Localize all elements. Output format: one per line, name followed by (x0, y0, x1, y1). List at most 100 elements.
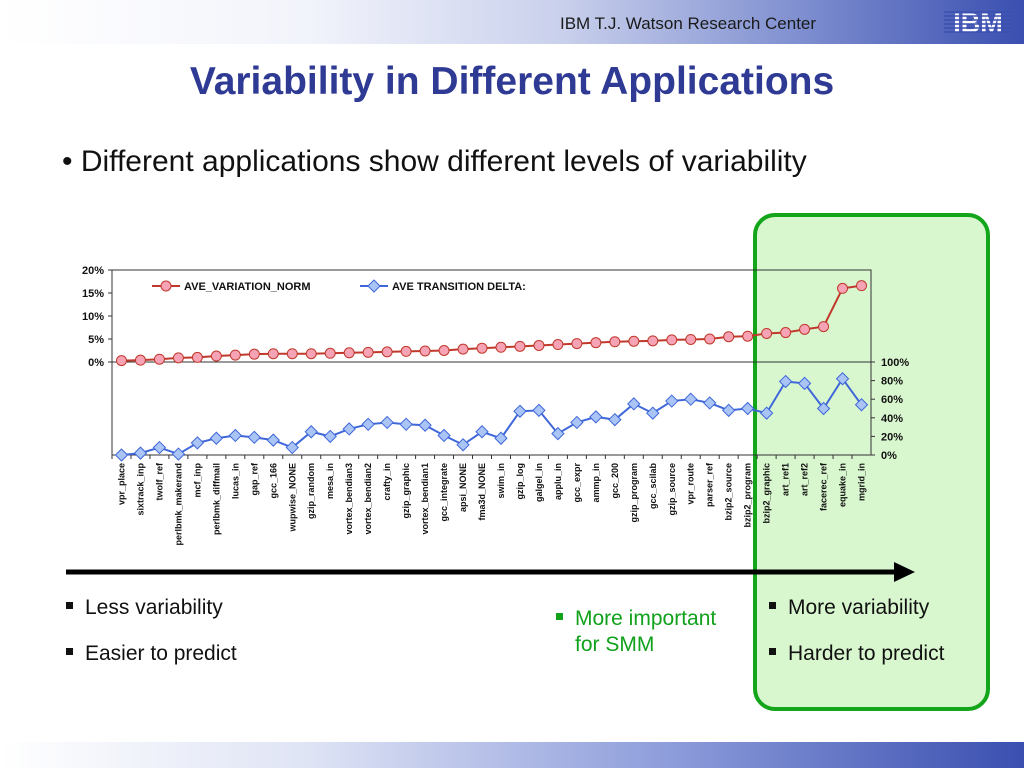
point-variation (476, 342, 488, 354)
point-transition (342, 422, 356, 436)
point-transition (532, 403, 546, 418)
point-transition (437, 428, 451, 443)
left-tick-label: 10% (82, 311, 104, 323)
point-transition (854, 398, 869, 412)
point-variation (419, 345, 431, 357)
point-transition (418, 418, 432, 432)
point-variation (324, 347, 336, 359)
category-label: facerec_ref (819, 462, 829, 511)
point-variation (343, 347, 355, 359)
point-variation (647, 335, 659, 347)
point-transition (513, 404, 527, 418)
footer-bar (0, 742, 1024, 768)
point-transition (684, 392, 698, 406)
point-transition (152, 440, 167, 455)
point-transition (323, 429, 337, 444)
point-variation (172, 352, 184, 364)
main-bullet: • Different applications show different … (62, 145, 807, 178)
point-variation (628, 335, 640, 347)
right-tick-label: 20% (881, 431, 903, 443)
point-variation (514, 340, 526, 352)
category-label: vortex_bendian2 (363, 463, 373, 535)
category-label: lucas_in (230, 463, 240, 499)
point-transition (209, 431, 224, 445)
category-label: vpr_place (116, 463, 126, 505)
category-label: gcc_expr (572, 463, 582, 503)
point-variation (590, 337, 602, 349)
point-variation (609, 336, 621, 348)
left-point-1: Less variability (66, 596, 223, 620)
left-tick-label: 15% (82, 288, 104, 300)
category-label: gzip_program (629, 463, 639, 523)
point-transition (797, 376, 812, 391)
point-variation (818, 321, 830, 333)
category-label: crafty_in (382, 463, 392, 501)
right-tick-label: 40% (881, 413, 903, 425)
point-variation (305, 348, 317, 360)
point-transition (494, 431, 508, 445)
category-label: gcc_scilab (648, 463, 658, 510)
category-label: gzip_source (667, 463, 677, 516)
point-variation (286, 348, 298, 360)
category-label: gcc_200 (610, 463, 620, 499)
point-variation (552, 339, 564, 351)
point-variation (267, 348, 279, 360)
category-label: bzip2_source (724, 463, 734, 521)
category-label: twolf_ref (154, 462, 164, 501)
category-label: fma3d_NONE (477, 463, 487, 521)
point-variation (191, 351, 203, 363)
variability-chart: 20% 15% 10% 5% 0% 100% 80% 60% 40% 20% 0% vpr_place… (82, 265, 909, 546)
left-tick-label: 5% (88, 334, 104, 346)
right-tick-label: 0% (881, 450, 897, 462)
point-variation (571, 338, 583, 350)
middle-point: More important for SMM (556, 606, 716, 658)
category-label: parser_ref (705, 462, 715, 507)
point-variation (533, 339, 545, 351)
point-transition (816, 401, 831, 416)
point-variation (666, 334, 678, 346)
category-label: wupwise_NONE (287, 463, 297, 533)
point-variation (248, 348, 260, 360)
category-label: apsi_NONE (458, 463, 468, 512)
point-variation (761, 327, 773, 339)
point-variation (400, 345, 412, 357)
point-variation (210, 350, 222, 362)
point-transition (551, 426, 565, 441)
point-transition (703, 396, 717, 410)
point-variation (837, 282, 849, 294)
point-transition (266, 433, 280, 447)
point-variation (229, 349, 241, 361)
point-transition (778, 374, 793, 389)
ibm-logo: IBM (944, 8, 1012, 37)
point-variation (799, 323, 811, 335)
point-variation (438, 345, 450, 356)
point-transition (190, 436, 205, 450)
point-transition (627, 397, 641, 411)
legend-label-variation: AVE_VARIATION_NORM (184, 281, 311, 293)
org-name: IBM T.J. Watson Research Center (560, 14, 817, 33)
point-variation (362, 346, 374, 358)
point-variation (780, 327, 792, 339)
category-label: bzip2_graphic (762, 463, 772, 524)
category-label: art_ref2 (800, 463, 810, 496)
category-label: vpr_route (686, 463, 696, 505)
point-transition (665, 394, 679, 408)
left-point-2: Easier to predict (66, 642, 237, 666)
point-transition (380, 415, 394, 430)
point-transition (740, 401, 755, 416)
category-label: art_ref1 (781, 463, 791, 496)
category-label: sixtrack_inp (135, 463, 145, 516)
slide-title: Variability in Different Applications (189, 60, 835, 103)
series-line-transition (121, 376, 863, 456)
right-tick-label: 100% (881, 357, 909, 369)
point-variation (381, 346, 393, 358)
point-transition (835, 372, 850, 386)
legend-marker-variation (160, 280, 172, 292)
point-transition (721, 403, 736, 418)
point-variation (457, 343, 469, 355)
point-transition (456, 438, 470, 452)
point-transition (399, 417, 413, 432)
point-variation (134, 354, 146, 366)
category-label: gcc_166 (268, 463, 278, 499)
point-variation (495, 341, 507, 353)
